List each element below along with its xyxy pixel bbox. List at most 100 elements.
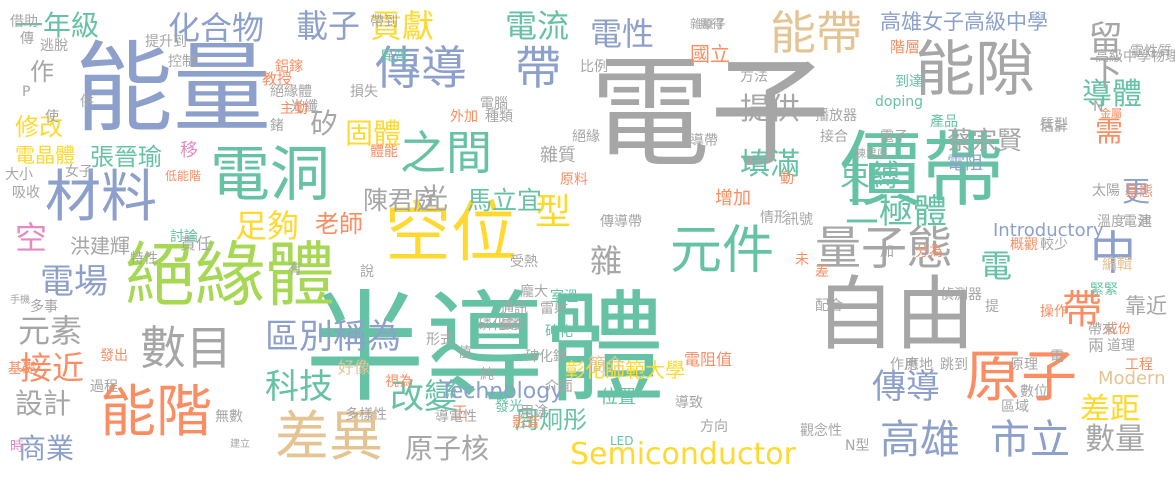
- cloud-word: 產品: [930, 114, 958, 130]
- cloud-word: 發出: [100, 348, 128, 364]
- cloud-word: 傳: [20, 31, 34, 47]
- cloud-word: 原理: [1010, 357, 1038, 373]
- cloud-word: 龐大: [520, 284, 548, 300]
- cloud-word: 差: [815, 264, 829, 280]
- cloud-word: 修改: [15, 113, 63, 141]
- cloud-word: 數位: [1020, 384, 1048, 400]
- cloud-word: 成份: [1105, 322, 1132, 337]
- cloud-word: 情形: [760, 210, 788, 226]
- cloud-word: 矽: [310, 107, 339, 140]
- cloud-word: 作用: [890, 357, 918, 373]
- cloud-word: 能隙: [915, 35, 1035, 105]
- cloud-word: 作: [30, 58, 54, 86]
- cloud-word: 區別稱為: [265, 317, 401, 357]
- cloud-word: 原子: [965, 345, 1077, 410]
- cloud-word: 體能: [370, 144, 398, 160]
- cloud-word: 增加: [715, 188, 751, 209]
- cloud-word: 設計: [15, 387, 72, 420]
- cloud-word: 陳君庭: [855, 147, 888, 160]
- cloud-word: 束縛: [840, 159, 900, 194]
- cloud-word: 位置: [600, 387, 636, 408]
- cloud-word: 絕緣體: [125, 234, 335, 316]
- cloud-word: 靠近: [1125, 294, 1167, 318]
- cloud-word: 有: [288, 262, 302, 278]
- cloud-word: 視為: [385, 374, 413, 390]
- cloud-word: 帶到: [370, 14, 398, 30]
- cloud-word: 化合物: [168, 9, 265, 47]
- cloud-word: 影音: [512, 415, 540, 431]
- cloud-word: 原料: [560, 172, 588, 188]
- cloud-word: 未: [795, 252, 809, 268]
- cloud-word: 國立: [690, 42, 730, 66]
- cloud-word: 接合: [820, 129, 848, 145]
- cloud-word: 純: [480, 367, 494, 383]
- cloud-word: 砷化鎵: [525, 349, 567, 365]
- cloud-word: 高雄: [880, 417, 960, 463]
- cloud-word: 特性: [130, 251, 158, 267]
- cloud-word: 說: [360, 264, 374, 280]
- cloud-word: 借助: [10, 14, 38, 30]
- cloud-word: 質型: [1040, 117, 1068, 133]
- cloud-word: 電晶體: [15, 143, 75, 167]
- cloud-word: 動: [780, 171, 794, 187]
- cloud-word: 工程: [1125, 357, 1153, 373]
- cloud-word: 張晉瑜: [90, 143, 162, 171]
- cloud-word: 較少: [1040, 237, 1068, 253]
- cloud-word: 偵測器: [940, 287, 982, 303]
- cloud-word: 建立: [230, 439, 250, 450]
- cloud-word: 雜: [590, 242, 623, 280]
- cloud-word: 馬立宜: [467, 186, 543, 215]
- cloud-word: 絕緣體: [270, 84, 312, 100]
- cloud-word: 低能階: [165, 169, 202, 183]
- cloud-word: 商業: [18, 432, 75, 465]
- cloud-word: 應地: [905, 357, 933, 373]
- cloud-word: 磷化鎵: [478, 317, 520, 333]
- cloud-word: 高雄女子高級中學: [880, 10, 1048, 34]
- cloud-word: 改變: [390, 377, 458, 417]
- cloud-word: 更: [1122, 175, 1151, 208]
- cloud-word: 科技: [265, 367, 333, 407]
- cloud-word: 操作: [1040, 304, 1068, 320]
- cloud-word: 溫度: [1097, 214, 1125, 230]
- cloud-word: 播放器: [815, 108, 857, 124]
- cloud-word: 市立: [990, 417, 1070, 463]
- cloud-word: 好像: [338, 358, 371, 377]
- cloud-word: 室溫: [550, 289, 578, 305]
- cloud-word: 用途: [520, 404, 548, 420]
- cloud-word: 提升到: [145, 34, 187, 50]
- cloud-word: 留下: [1082, 20, 1122, 88]
- cloud-word: 光: [420, 182, 449, 215]
- cloud-word: 空位: [385, 194, 517, 271]
- cloud-word: 固體: [345, 117, 402, 150]
- cloud-word: 跳到: [940, 357, 968, 373]
- cloud-word: 陳君庭: [363, 186, 439, 215]
- cloud-word: 周炯彤: [515, 406, 587, 434]
- cloud-word: Introductory: [993, 220, 1104, 241]
- cloud-word: 基態: [1125, 184, 1153, 200]
- cloud-word: 兩: [1088, 336, 1105, 355]
- cloud-word: 階層: [890, 38, 921, 56]
- cloud-word: 分為: [915, 244, 943, 260]
- cloud-word: 方法: [740, 69, 768, 85]
- cloud-word: 電流: [505, 7, 570, 45]
- cloud-word: 逃脫: [40, 38, 68, 54]
- cloud-word: 編輯: [1102, 255, 1133, 273]
- cloud-word: 比例: [580, 59, 608, 75]
- cloud-word: 通訊: [500, 301, 528, 317]
- cloud-word: 責任: [180, 234, 213, 253]
- cloud-word: 絕緣: [572, 129, 600, 145]
- cloud-word: 傳導: [872, 367, 940, 407]
- cloud-word: 估計: [1040, 119, 1068, 135]
- cloud-word: 加: [880, 244, 894, 260]
- cloud-word: doping: [875, 94, 923, 110]
- cloud-word: 接近: [20, 349, 85, 387]
- cloud-word: 足夠: [235, 207, 300, 245]
- cloud-word: 雷射: [540, 301, 568, 317]
- cloud-word: 砷化: [545, 324, 573, 340]
- cloud-word: 緊緊: [1090, 282, 1118, 298]
- cloud-word: 一年級: [15, 9, 100, 42]
- cloud-word: 無數: [215, 409, 243, 425]
- cloud-word: 教授: [262, 70, 293, 88]
- cloud-word: 到達: [895, 74, 923, 90]
